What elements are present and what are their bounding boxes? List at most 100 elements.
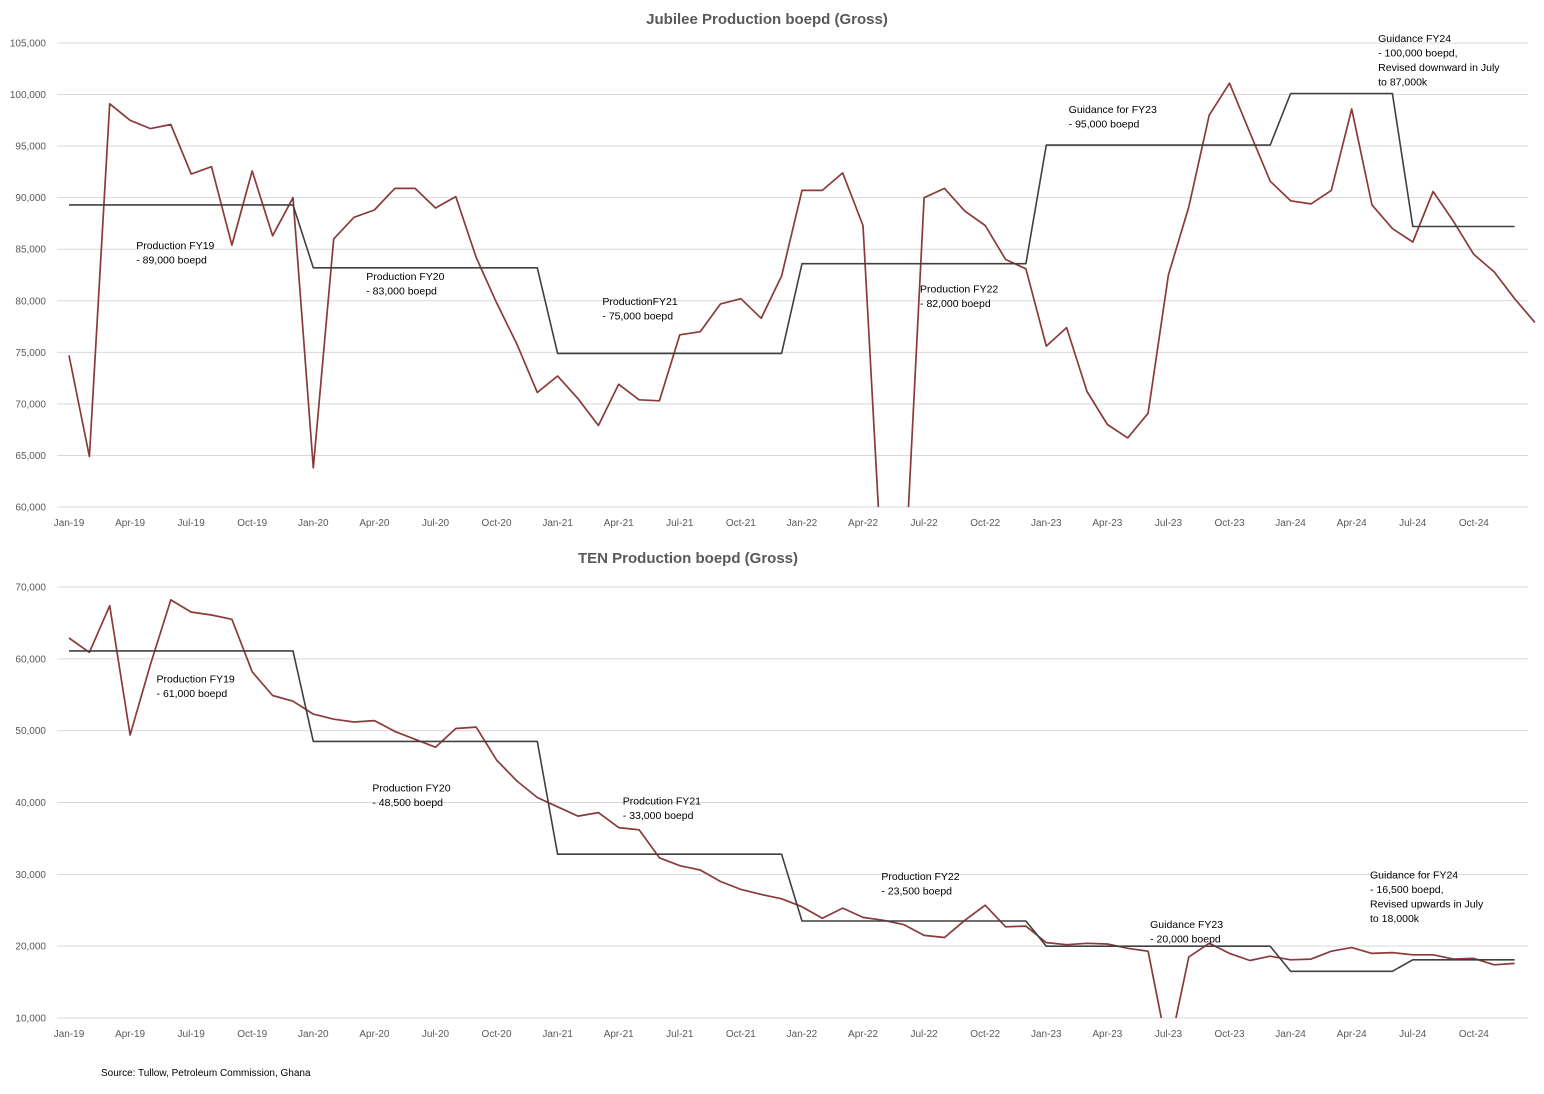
jubilee-annotation-label: to 87,000k — [1378, 76, 1428, 88]
jubilee-y-tick-label: 80,000 — [15, 296, 46, 307]
jubilee-x-tick-label: Apr-23 — [1092, 518, 1122, 529]
jubilee-y-tick-label: 85,000 — [15, 245, 46, 256]
ten-x-tick-label: Apr-22 — [848, 1029, 878, 1040]
jubilee-annotation-label: - 95,000 boepd — [1069, 119, 1140, 131]
jubilee-x-tick-label: Jan-24 — [1275, 518, 1306, 529]
jubilee-annotation-label: ProductionFY21 — [602, 296, 677, 308]
ten-y-tick-label: 70,000 — [15, 583, 46, 594]
jubilee-x-tick-label: Jan-20 — [298, 518, 329, 529]
jubilee-x-tick-label: Jul-21 — [666, 518, 694, 529]
jubilee-x-tick-label: Jan-19 — [54, 518, 85, 529]
jubilee-x-tick-label: Jul-23 — [1155, 518, 1183, 529]
ten-x-tick-label: Jan-23 — [1031, 1029, 1062, 1040]
jubilee-x-tick-label: Oct-19 — [237, 518, 267, 529]
ten-annotation-label: - 33,000 boepd — [623, 810, 694, 822]
ten-x-tick-label: Oct-19 — [237, 1029, 267, 1040]
jubilee-x-tick-label: Jul-20 — [422, 518, 450, 529]
jubilee-annotation-label: Production FY19 — [136, 240, 214, 252]
ten-annotation-label: to 18,000k — [1370, 913, 1420, 925]
ten-annotation-label: Guidance FY23 — [1150, 919, 1223, 931]
ten-y-tick-label: 60,000 — [15, 654, 46, 665]
ten-annotation-label: - 23,500 boepd — [881, 886, 952, 898]
ten-annotation-label: Production FY22 — [881, 871, 959, 883]
jubilee-y-tick-label: 75,000 — [15, 348, 46, 359]
jubilee-chart: Jubilee Production boepd (Gross) 60,000 6… — [10, 11, 1536, 529]
jubilee-x-tick-label: Jan-21 — [542, 518, 573, 529]
jubilee-annotation-label: - 82,000 boepd — [920, 298, 991, 310]
ten-x-tick-label: Jan-21 — [542, 1029, 573, 1040]
ten-x-tick-label: Apr-24 — [1337, 1029, 1367, 1040]
ten-x-tick-label: Jul-22 — [910, 1029, 938, 1040]
ten-annotation-label: Production FY19 — [157, 674, 235, 686]
jubilee-x-tick-label: Oct-23 — [1215, 518, 1245, 529]
source-note: Source: Tullow, Petroleum Commission, Gh… — [101, 1068, 311, 1079]
jubilee-x-tick-label: Oct-24 — [1459, 518, 1489, 529]
ten-annotation-label: - 16,500 boepd, — [1370, 884, 1444, 896]
ten-y-tick-label: 20,000 — [15, 942, 46, 953]
jubilee-annotation-label: - 83,000 boepd — [366, 286, 437, 298]
jubilee-x-tick-label: Jul-19 — [178, 518, 206, 529]
ten-x-tick-label: Apr-21 — [604, 1029, 634, 1040]
ten-y-tick-label: 10,000 — [15, 1014, 46, 1025]
ten-production-series-line — [68, 599, 1515, 1018]
ten-annotation-label: - 48,500 boepd — [372, 797, 443, 809]
jubilee-x-tick-label: Jan-23 — [1031, 518, 1062, 529]
jubilee-y-tick-label: 105,000 — [10, 39, 47, 50]
jubilee-annotation-label: Production FY22 — [920, 284, 998, 296]
jubilee-y-tick-label: 60,000 — [15, 503, 46, 514]
ten-x-tick-label: Oct-22 — [970, 1029, 1000, 1040]
ten-x-tick-label: Oct-20 — [482, 1029, 512, 1040]
jubilee-x-tick-label: Oct-22 — [970, 518, 1000, 529]
jubilee-y-tick-label: 95,000 — [15, 142, 46, 153]
jubilee-y-tick-label: 65,000 — [15, 451, 46, 462]
jubilee-x-tick-label: Oct-20 — [482, 518, 512, 529]
ten-annotation-label: Revised upwards in July — [1370, 899, 1484, 911]
ten-x-tick-label: Apr-23 — [1092, 1029, 1122, 1040]
ten-x-tick-label: Jan-24 — [1275, 1029, 1306, 1040]
jubilee-x-tick-label: Apr-22 — [848, 518, 878, 529]
jubilee-annotation-label: Guidance for FY23 — [1069, 104, 1157, 116]
ten-x-tick-label: Apr-20 — [359, 1029, 389, 1040]
ten-annotation-label: - 20,000 boepd — [1150, 934, 1221, 946]
ten-guidance-series-line — [69, 650, 1515, 973]
ten-x-tick-label: Oct-23 — [1215, 1029, 1245, 1040]
jubilee-x-tick-label: Apr-24 — [1337, 518, 1367, 529]
jubilee-x-tick-label: Jul-24 — [1399, 518, 1427, 529]
jubilee-x-tick-label: Apr-19 — [115, 518, 145, 529]
ten-annotation-label: Production FY20 — [372, 783, 450, 795]
ten-chart: TEN Production boepd (Gross) 10,000 20,00… — [15, 550, 1528, 1040]
ten-x-tick-label: Jan-22 — [787, 1029, 818, 1040]
ten-x-tick-label: Jul-20 — [422, 1029, 450, 1040]
jubilee-annotation-label: - 75,000 boepd — [602, 310, 673, 322]
jubilee-y-tick-label: 70,000 — [15, 399, 46, 410]
jubilee-annotation-label: Guidance FY24 — [1378, 33, 1451, 45]
ten-annotation-label: Guidance for FY24 — [1370, 870, 1458, 882]
ten-annotation-label: Prodcution FY21 — [623, 796, 701, 808]
jubilee-x-tick-label: Jul-22 — [910, 518, 938, 529]
jubilee-chart-title: Jubilee Production boepd (Gross) — [646, 11, 888, 28]
jubilee-annotation-label: - 100,000 boepd, — [1378, 47, 1457, 59]
jubilee-y-tick-label: 90,000 — [15, 193, 46, 204]
ten-x-tick-label: Oct-21 — [726, 1029, 756, 1040]
ten-x-tick-label: Jul-19 — [178, 1029, 206, 1040]
ten-x-tick-label: Jul-23 — [1155, 1029, 1183, 1040]
ten-y-tick-label: 30,000 — [15, 870, 46, 881]
jubilee-x-tick-label: Apr-20 — [359, 518, 389, 529]
ten-y-tick-label: 50,000 — [15, 726, 46, 737]
jubilee-x-tick-label: Apr-21 — [604, 518, 634, 529]
jubilee-guidance-series-line — [69, 92, 1515, 355]
ten-x-tick-label: Jul-21 — [666, 1029, 694, 1040]
jubilee-annotation-label: - 89,000 boepd — [136, 255, 207, 267]
ten-y-tick-label: 40,000 — [15, 798, 46, 809]
ten-chart-title: TEN Production boepd (Gross) — [578, 550, 798, 567]
ten-x-tick-label: Oct-24 — [1459, 1029, 1489, 1040]
jubilee-annotation-label: Production FY20 — [366, 271, 444, 283]
ten-annotation-label: - 61,000 boepd — [157, 688, 228, 700]
jubilee-production-series-line — [68, 82, 1536, 507]
ten-x-tick-label: Jul-24 — [1399, 1029, 1427, 1040]
ten-x-tick-label: Apr-19 — [115, 1029, 145, 1040]
ten-x-tick-label: Jan-20 — [298, 1029, 329, 1040]
jubilee-y-tick-label: 100,000 — [10, 90, 47, 101]
jubilee-annotation-label: Revised downward in July — [1378, 62, 1500, 74]
